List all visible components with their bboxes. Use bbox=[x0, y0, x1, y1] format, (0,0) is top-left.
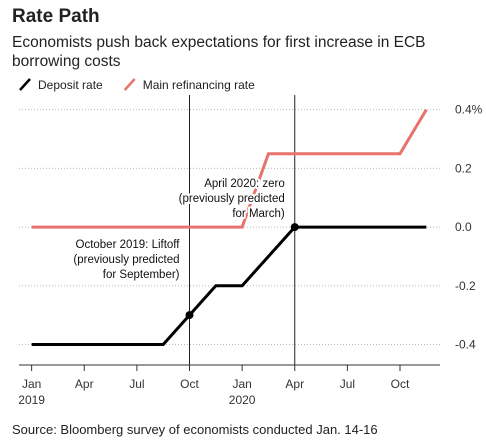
y-tick-label: 0.2 bbox=[455, 161, 472, 175]
annotation-text: for March) bbox=[232, 208, 285, 220]
chart-subtitle: borrowing costs bbox=[12, 53, 121, 70]
annotation-dot bbox=[185, 311, 194, 320]
source-note: Source: Bloomberg survey of economists c… bbox=[12, 422, 378, 437]
chart-title: Rate Path bbox=[12, 6, 100, 27]
annotation-dot bbox=[290, 223, 299, 232]
x-tick-label: Jan bbox=[232, 377, 251, 391]
chart-subtitle: Economists push back expectations for fi… bbox=[12, 34, 426, 51]
x-tick-label: Oct bbox=[180, 377, 199, 391]
y-tick-label: -0.4 bbox=[455, 337, 476, 351]
annotation-text: for September) bbox=[103, 269, 180, 281]
legend-swatch bbox=[123, 78, 136, 91]
x-tick-label: Jul bbox=[340, 377, 355, 391]
legend-label: Main refinancing rate bbox=[143, 78, 255, 92]
legend-label: Deposit rate bbox=[38, 78, 103, 92]
annotation-text: (previously predicted bbox=[179, 193, 285, 205]
y-tick-label: 0.4% bbox=[455, 103, 483, 117]
x-tick-label: Apr bbox=[285, 377, 304, 391]
x-tick-label: Jan bbox=[22, 377, 41, 391]
x-tick-label: Oct bbox=[391, 377, 410, 391]
x-tick-label: Apr bbox=[75, 377, 94, 391]
annotation-text: April 2020: zero bbox=[204, 178, 285, 190]
annotation-text: (previously predicted bbox=[73, 254, 179, 266]
annotation-text: October 2019: Liftoff bbox=[76, 239, 181, 251]
series-line bbox=[31, 108, 428, 229]
x-year-label: 2019 bbox=[18, 393, 45, 407]
legend-swatch bbox=[19, 78, 31, 91]
x-year-label: 2020 bbox=[229, 393, 256, 407]
x-tick-label: Jul bbox=[129, 377, 144, 391]
y-tick-label: -0.2 bbox=[455, 279, 476, 293]
y-tick-label: 0.0 bbox=[455, 220, 472, 234]
